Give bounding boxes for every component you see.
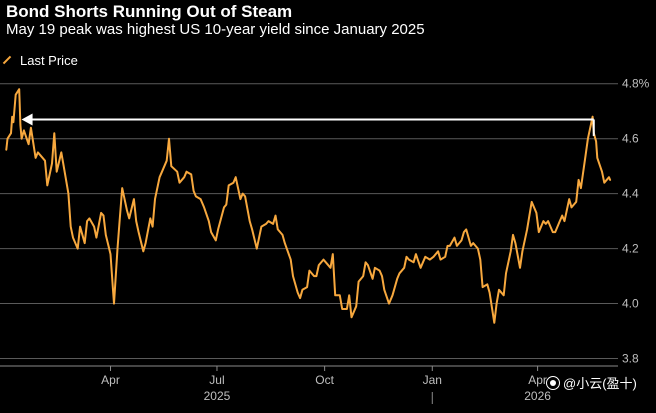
- series-line-last-price: [5, 88, 612, 324]
- y-tick-label: 4.4: [622, 187, 639, 201]
- watermark-text: @小云(盈十): [563, 376, 637, 391]
- watermark: @小云(盈十): [546, 373, 637, 392]
- x-tick-label: Oct: [315, 373, 334, 387]
- year-label: 2026: [524, 389, 551, 403]
- x-tick-label: Apr: [101, 373, 120, 387]
- legend-label-last-price: Last Price: [20, 52, 78, 68]
- annotation-arrow-head: [21, 113, 33, 126]
- x-tick-label: Jan: [423, 373, 442, 387]
- y-tick-label: 4.2: [622, 242, 639, 256]
- year-label: 2025: [204, 389, 231, 403]
- y-tick-label: 4.6: [622, 132, 639, 146]
- weibo-icon: [546, 375, 560, 390]
- legend: Last Price: [2, 51, 78, 69]
- x-tick-label: Jul: [209, 373, 224, 387]
- y-tick-label: 4.0: [622, 297, 639, 311]
- y-tick-label: 4.8%: [622, 77, 650, 91]
- x-tick-label: Apr: [528, 373, 547, 387]
- chart-title: Bond Shorts Running Out of Steam: [6, 2, 293, 21]
- y-tick-label: 3.8: [622, 352, 639, 366]
- chart-subtitle: May 19 peak was highest US 10-year yield…: [6, 21, 425, 38]
